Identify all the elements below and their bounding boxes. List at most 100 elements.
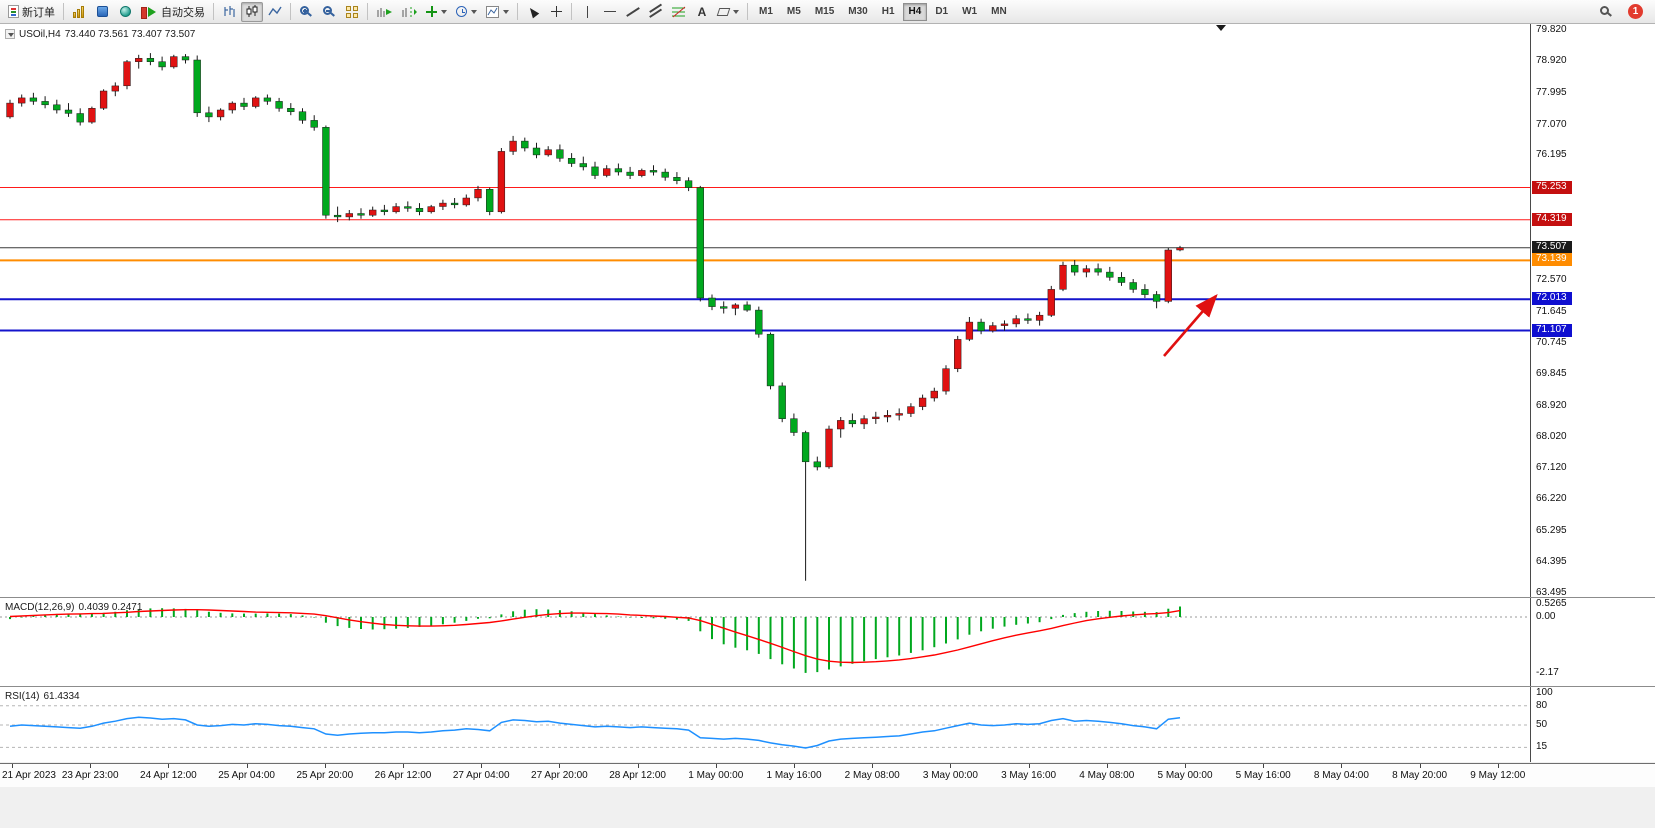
text-tool-icon: A [697,4,707,19]
time-tick [950,764,952,768]
timeframe-d1[interactable]: D1 [929,3,954,21]
price-axis-label: 77.995 [1536,86,1567,98]
price-tag-75.253: 75.253 [1532,180,1572,194]
notification-badge[interactable]: 1 [1628,4,1643,19]
trendline-icon [627,6,640,17]
rsi-value: 61.4334 [43,691,80,702]
time-axis-label: 5 May 00:00 [1157,770,1213,781]
candlestick-type-button[interactable] [241,1,263,22]
time-tick [168,764,170,768]
time-axis-label: 2 May 08:00 [844,770,900,781]
chart-shift-marker[interactable] [1216,25,1226,31]
chevron-down-icon [503,9,509,14]
macd-canvas[interactable] [0,598,1530,686]
bar-chart-type-button[interactable] [218,2,240,22]
price-tag-72.013: 72.013 [1532,292,1572,306]
macd-pane[interactable]: MACD(12,26,9) 0.4039 0.2471 [0,598,1530,686]
toolbar-separator [63,3,64,20]
panel-separator[interactable] [0,597,1655,598]
time-axis-label: 27 Apr 20:00 [531,770,588,781]
text-tool-button[interactable]: A [691,2,713,22]
price-axis-label: 71.645 [1536,305,1567,317]
trendline-button[interactable] [622,2,644,22]
time-axis-label: 4 May 08:00 [1079,770,1135,781]
fibonacci-icon [672,6,686,18]
crosshair-button[interactable] [545,2,567,22]
time-axis-label: 8 May 04:00 [1313,770,1369,781]
candlestick-icon [245,5,259,18]
profiles-button[interactable] [91,2,113,22]
indicators-button[interactable] [422,2,451,22]
shapes-button[interactable] [714,2,743,22]
tile-windows-button[interactable] [341,2,363,22]
price-axis-label: 76.195 [1536,149,1567,161]
time-tick [1263,764,1265,768]
price-axis-label: 68.020 [1536,430,1567,442]
macd-axis-label: 0.00 [1536,611,1556,622]
add-indicator-icon [426,6,437,17]
profile-icon [96,6,108,17]
time-axis-label: 23 Apr 23:00 [61,770,119,781]
macd-axis[interactable]: 0.5265 0.00 -2.17 [1530,598,1655,686]
community-button[interactable] [114,2,136,22]
rsi-axis[interactable]: 100 80 50 15 [1530,687,1655,762]
macd-header: MACD(12,26,9) 0.4039 0.2471 [5,602,142,613]
auto-trading-button[interactable]: 自动交易 [137,2,209,22]
arrow-annotation[interactable] [1163,294,1218,357]
price-axis-label: 67.120 [1536,462,1567,474]
timeframe-h4[interactable]: H4 [902,2,928,21]
timeframe-m5[interactable]: M5 [781,3,807,21]
rsi-axis-label: 80 [1536,699,1548,711]
panel-separator[interactable] [0,686,1655,687]
zoom-in-icon [300,6,309,15]
rsi-axis-label: 100 [1536,687,1553,698]
cursor-arrow-icon [526,5,540,18]
time-axis-label: 25 Apr 04:00 [218,770,275,781]
cursor-button[interactable] [522,2,544,22]
time-axis-label: 27 Apr 04:00 [452,770,510,781]
macd-histogram [9,606,1181,673]
price-chart-pane[interactable]: USOil,H4 73.440 73.561 73.407 73.507 [0,24,1530,597]
timeframe-m30[interactable]: M30 [842,3,873,21]
timeframe-m1[interactable]: M1 [753,3,779,21]
search-button[interactable] [1595,2,1617,22]
timeframe-h1[interactable]: H1 [876,3,901,21]
timeframe-toolbar: M1 M5 M15 M30 H1 H4 D1 W1 MN [752,2,1014,21]
price-axis-label: 64.395 [1536,556,1567,567]
timeframe-m15[interactable]: M15 [809,3,840,21]
price-axis-label: 78.920 [1536,55,1567,67]
line-chart-type-button[interactable] [264,2,286,22]
timeframe-mn[interactable]: MN [985,3,1013,21]
new-order-button[interactable]: 新订单 [4,2,59,22]
rsi-canvas[interactable] [0,687,1530,762]
time-tick [246,764,248,768]
zoom-out-button[interactable] [318,2,340,22]
templates-button[interactable] [482,2,513,22]
rsi-pane[interactable]: RSI(14) 61.4334 [0,687,1530,762]
fibonacci-button[interactable] [668,2,690,22]
time-tick [1106,764,1108,768]
price-axis-label: 77.070 [1536,118,1567,130]
time-axis-label: 5 May 16:00 [1235,770,1291,781]
zoom-in-button[interactable] [295,2,317,22]
auto-scroll-button[interactable] [372,2,396,22]
time-tick [1419,764,1421,768]
price-axis[interactable]: 79.820 78.920 77.995 77.070 76.195 72.570 71.6… [1530,24,1655,597]
channel-button[interactable] [645,2,667,22]
time-axis[interactable]: 21 Apr 2023 23 Apr 23:00 24 Apr 12:00 25 Ap… [0,763,1655,787]
price-chart-canvas[interactable] [0,24,1530,597]
price-tag-71.107: 71.107 [1532,323,1572,337]
timeframe-w1[interactable]: W1 [956,3,983,21]
chart-collapse-icon[interactable] [5,29,15,39]
new-order-label: 新订单 [22,6,55,19]
charts-button[interactable] [68,2,90,22]
periods-button[interactable] [452,2,481,22]
chart-shift-icon [401,6,417,18]
auto-trading-label: 自动交易 [161,6,205,19]
horizontal-line-button[interactable] [599,2,621,22]
vertical-line-button[interactable] [576,2,598,22]
chart-shift-button[interactable] [397,2,421,22]
horizontal-lines[interactable] [0,187,1530,332]
toolbar-separator [747,3,748,20]
